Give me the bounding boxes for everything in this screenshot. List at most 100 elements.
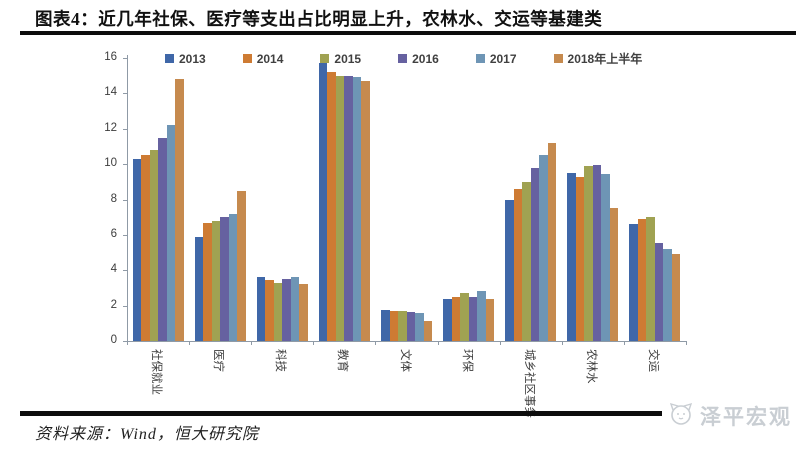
bar-医疗-2015 bbox=[211, 220, 221, 341]
y-axis-tick-label: 16 bbox=[104, 51, 117, 63]
bar-group-城乡社区事务 bbox=[505, 48, 557, 341]
bar-group-文体 bbox=[381, 48, 432, 341]
y-axis-tick bbox=[123, 58, 127, 59]
title-underline bbox=[20, 31, 796, 35]
bar-医疗-2018年上半年 bbox=[237, 190, 246, 341]
legend-label: 2013 bbox=[179, 51, 206, 66]
bar-城乡社区事务-2018年上半年 bbox=[547, 142, 557, 341]
bar-社保就业-2016 bbox=[158, 137, 167, 341]
legend-label: 2014 bbox=[256, 51, 284, 66]
bar-文体-2017 bbox=[415, 312, 424, 341]
bar-交运-2018年上半年 bbox=[671, 254, 681, 341]
bar-交运-2015 bbox=[646, 217, 655, 341]
bar-农林水-2015 bbox=[584, 165, 593, 341]
x-axis-category-label: 交运 bbox=[646, 349, 659, 372]
bar-文体-2018年上半年 bbox=[423, 320, 432, 341]
bar-城乡社区事务-2013 bbox=[505, 199, 514, 341]
x-axis-tick bbox=[313, 341, 315, 345]
x-axis-tick bbox=[251, 341, 253, 345]
brand-name: 泽平宏观 bbox=[700, 406, 792, 429]
bar-农林水-2014 bbox=[575, 176, 585, 341]
x-axis-category-label: 社保就业 bbox=[150, 349, 163, 395]
bar-农林水-2013 bbox=[567, 172, 576, 341]
bar-教育-2013 bbox=[318, 63, 328, 341]
x-axis-tick bbox=[561, 341, 563, 345]
bar-农林水-2017 bbox=[601, 173, 610, 341]
bar-交运-2016 bbox=[654, 242, 664, 341]
bar-科技-2015 bbox=[273, 282, 283, 341]
y-axis-tick-label: 6 bbox=[110, 227, 117, 240]
bar-科技-2013 bbox=[256, 277, 266, 341]
legend-swatch-icon bbox=[320, 54, 330, 63]
bar-教育-2017 bbox=[352, 77, 362, 341]
bar-科技-2014 bbox=[265, 279, 274, 341]
x-axis-category-label: 城乡社区事务 bbox=[522, 349, 535, 418]
y-axis-tick-label: 2 bbox=[110, 298, 117, 311]
bar-文体-2014 bbox=[389, 310, 398, 341]
bar-农林水-2018年上半年 bbox=[609, 208, 619, 341]
y-axis-tick-label: 12 bbox=[104, 121, 117, 134]
x-axis-category-label: 农林水 bbox=[584, 349, 597, 384]
mascot-icon bbox=[668, 401, 694, 432]
bar-城乡社区事务-2017 bbox=[539, 155, 548, 341]
x-axis-tick bbox=[623, 341, 625, 345]
bar-医疗-2017 bbox=[228, 213, 238, 341]
x-axis-tick bbox=[686, 341, 687, 345]
y-axis-tick bbox=[123, 128, 127, 130]
bar-环保-2016 bbox=[468, 296, 478, 341]
bar-城乡社区事务-2015 bbox=[522, 181, 531, 341]
legend-label: 2016 bbox=[412, 51, 439, 66]
x-axis-tick bbox=[499, 341, 501, 345]
bar-教育-2016 bbox=[344, 75, 353, 341]
bar-group-科技 bbox=[256, 48, 308, 341]
bar-城乡社区事务-2014 bbox=[513, 188, 523, 341]
legend-item-2018年上半年: 2018年上半年 bbox=[553, 50, 643, 67]
y-axis-tick bbox=[123, 341, 127, 342]
y-axis-tick bbox=[123, 305, 127, 307]
y-axis-tick-label: 4 bbox=[110, 263, 117, 276]
bar-教育-2018年上半年 bbox=[361, 81, 370, 341]
bar-chart: 2013 2014 2015 2016 2017 2018年上半年 0 2 4 6 8 10 12 14… bbox=[0, 38, 800, 418]
legend-item-2017: 2017 bbox=[475, 51, 517, 66]
x-axis-tick bbox=[437, 341, 439, 345]
bar-环保-2017 bbox=[477, 291, 486, 341]
x-axis-category-label: 教育 bbox=[336, 349, 349, 372]
x-axis-category-label: 科技 bbox=[274, 349, 287, 372]
y-axis-tick-label: 14 bbox=[104, 86, 117, 99]
legend-label: 2015 bbox=[334, 51, 362, 66]
legend-item-2016: 2016 bbox=[398, 52, 439, 66]
bar-group-交运 bbox=[629, 48, 681, 341]
bar-社保就业-2013 bbox=[132, 158, 142, 341]
bar-医疗-2016 bbox=[220, 217, 229, 341]
x-axis-category-label: 医疗 bbox=[212, 349, 225, 372]
bar-环保-2014 bbox=[451, 296, 461, 341]
x-axis-category-label: 文体 bbox=[398, 349, 411, 372]
legend-swatch-icon bbox=[475, 54, 485, 63]
y-axis-tick-label: 10 bbox=[104, 157, 117, 170]
bar-社保就业-2014 bbox=[141, 155, 150, 341]
y-axis-tick bbox=[123, 199, 127, 201]
legend-item-2015: 2015 bbox=[320, 52, 361, 66]
y-axis-tick bbox=[123, 93, 127, 95]
legend-label: 2018年上半年 bbox=[567, 52, 643, 66]
y-axis-tick bbox=[123, 234, 127, 236]
legend-label: 2017 bbox=[489, 51, 517, 66]
brand-logo: 泽平宏观 bbox=[662, 398, 796, 434]
x-axis-line bbox=[127, 341, 686, 342]
bar-文体-2015 bbox=[398, 310, 407, 341]
y-axis-tick bbox=[123, 164, 127, 166]
bar-文体-2013 bbox=[381, 310, 390, 341]
y-axis-tick bbox=[123, 270, 127, 272]
bar-科技-2018年上半年 bbox=[299, 283, 308, 341]
x-axis-tick bbox=[375, 341, 377, 345]
bar-文体-2016 bbox=[406, 311, 415, 341]
bar-社保就业-2017 bbox=[166, 125, 176, 341]
bar-社保就业-2018年上半年 bbox=[175, 79, 184, 341]
legend-swatch-icon bbox=[242, 54, 252, 63]
bar-group-社保就业 bbox=[132, 48, 184, 341]
bar-科技-2016 bbox=[282, 279, 291, 341]
bar-group-医疗 bbox=[194, 48, 246, 341]
bar-农林水-2016 bbox=[592, 165, 602, 341]
bar-社保就业-2015 bbox=[149, 149, 159, 341]
bar-教育-2014 bbox=[327, 72, 336, 341]
